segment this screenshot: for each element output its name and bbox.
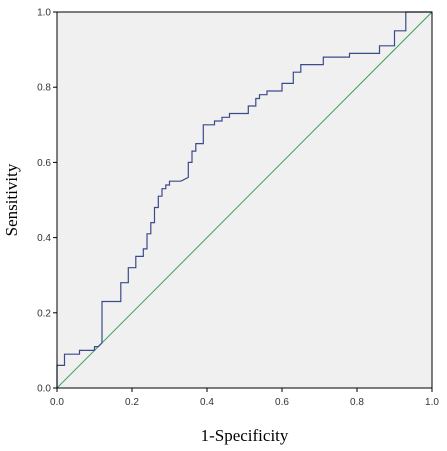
- y-tick-label: 0.4: [37, 233, 51, 244]
- axis-ticks: [53, 11, 433, 392]
- plot-frame: [56, 11, 433, 389]
- x-tick-label: 0.0: [50, 397, 64, 408]
- x-tick-label: 0.4: [200, 397, 214, 408]
- x-tick-label: 1.0: [425, 397, 439, 408]
- x-tick-labels: 0.0 0.2 0.4 0.6 0.8 1.0: [50, 397, 439, 408]
- x-tick-label: 0.2: [125, 397, 139, 408]
- roc-curve: [56, 11, 432, 388]
- y-axis-title: Sensitivity: [2, 163, 21, 236]
- y-tick-label: 0.0: [37, 384, 51, 395]
- y-tick-labels: 0.0 0.2 0.4 0.6 0.8 1.0: [37, 8, 51, 395]
- y-tick-label: 0.2: [37, 308, 51, 319]
- x-axis-title: 1-Specificity: [201, 426, 289, 445]
- reference-diagonal-line: [56, 11, 433, 389]
- x-tick-label: 0.8: [350, 397, 364, 408]
- y-tick-label: 1.0: [37, 8, 51, 19]
- y-tick-label: 0.6: [37, 158, 51, 169]
- x-tick-label: 0.6: [275, 397, 289, 408]
- y-tick-label: 0.8: [37, 83, 51, 94]
